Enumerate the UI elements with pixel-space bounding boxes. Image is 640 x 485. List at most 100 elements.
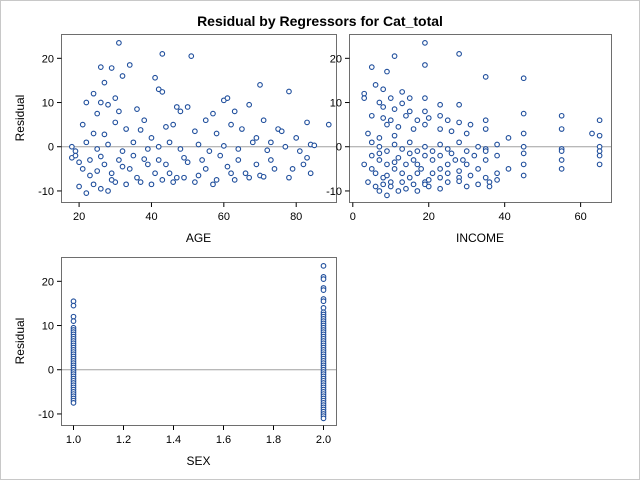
data-point — [83, 99, 90, 106]
data-point — [260, 173, 267, 180]
x-tick-label: 80 — [290, 211, 302, 223]
data-point — [173, 104, 180, 110]
data-point — [463, 130, 470, 137]
data-point — [368, 152, 375, 159]
x-tick-label: 20 — [423, 211, 435, 223]
data-point — [380, 181, 387, 188]
data-point — [224, 95, 231, 101]
data-point — [475, 165, 481, 172]
data-point — [134, 174, 140, 181]
data-point — [112, 95, 119, 101]
panel-income: 0 20 40 60 -10 0 10 20 INCOME — [326, 34, 612, 245]
data-point — [418, 165, 424, 172]
data-point — [361, 95, 368, 101]
data-point — [90, 90, 97, 97]
data-point — [264, 147, 271, 154]
data-point — [463, 183, 470, 190]
data-point — [399, 146, 406, 152]
data-point — [123, 126, 129, 132]
data-point — [228, 170, 234, 177]
data-point — [448, 150, 455, 157]
data-point — [192, 128, 198, 135]
data-point — [101, 161, 108, 168]
data-point — [311, 142, 318, 149]
data-point — [494, 152, 500, 159]
data-point — [257, 81, 263, 88]
data-point — [130, 152, 137, 159]
data-point — [596, 148, 603, 155]
data-point — [116, 108, 122, 115]
data-point — [376, 99, 383, 106]
data-point — [391, 132, 398, 139]
data-point — [387, 183, 394, 190]
data-point — [456, 101, 462, 108]
data-point — [192, 179, 198, 185]
data-point — [202, 165, 209, 172]
data-point — [325, 121, 332, 128]
data-point — [467, 121, 474, 128]
data-point — [486, 183, 493, 190]
data-point — [90, 181, 97, 188]
data-point — [437, 174, 443, 181]
data-point — [235, 146, 242, 152]
data-point — [505, 135, 512, 141]
data-point — [79, 121, 86, 128]
data-point — [293, 135, 300, 141]
data-point — [365, 179, 371, 185]
data-point — [384, 121, 390, 128]
data-point — [246, 174, 253, 181]
plot-area — [61, 257, 337, 426]
data-point — [286, 88, 292, 95]
data-point — [399, 100, 406, 107]
y-tick-label: 20 — [330, 53, 342, 65]
data-point — [177, 108, 184, 115]
data-point — [384, 161, 390, 168]
data-point — [403, 161, 409, 168]
data-point — [384, 172, 390, 179]
data-point — [163, 123, 169, 130]
data-point — [320, 415, 327, 422]
data-point — [97, 64, 104, 71]
data-point — [70, 400, 77, 406]
y-tick-label: -10 — [38, 409, 54, 421]
data-point — [235, 157, 242, 163]
data-point — [137, 179, 144, 185]
data-point — [482, 174, 489, 181]
data-point — [123, 181, 129, 188]
data-point — [463, 161, 470, 168]
data-point — [406, 174, 413, 181]
data-point — [155, 143, 162, 150]
data-point — [558, 165, 565, 172]
data-point — [159, 89, 166, 95]
data-point — [558, 157, 565, 163]
data-point — [425, 115, 432, 121]
data-point — [228, 121, 234, 128]
data-point — [482, 157, 489, 163]
data-point — [97, 185, 104, 192]
x-tick-label: 2.0 — [316, 434, 331, 446]
data-point — [456, 139, 462, 146]
x-tick-label: 0 — [350, 211, 356, 223]
data-point — [395, 154, 402, 161]
data-point — [300, 161, 307, 168]
data-point — [242, 170, 249, 177]
data-point — [97, 153, 104, 160]
data-point — [253, 135, 260, 141]
data-point — [268, 157, 274, 163]
data-point — [69, 143, 75, 150]
data-point — [271, 165, 278, 172]
x-tick-label: 60 — [574, 211, 586, 223]
data-point — [410, 157, 417, 163]
data-point — [596, 132, 603, 139]
data-point — [152, 170, 158, 177]
data-point — [320, 298, 327, 305]
data-point — [406, 95, 413, 101]
data-point — [399, 179, 406, 185]
data-point — [380, 115, 387, 121]
data-point — [170, 121, 177, 128]
panel-age: 20 40 60 80 -10 0 10 20 AGE Residual — [13, 34, 337, 245]
y-tick-label: 10 — [42, 98, 54, 110]
data-point — [148, 135, 155, 141]
data-point — [101, 131, 108, 138]
data-point — [181, 174, 187, 181]
